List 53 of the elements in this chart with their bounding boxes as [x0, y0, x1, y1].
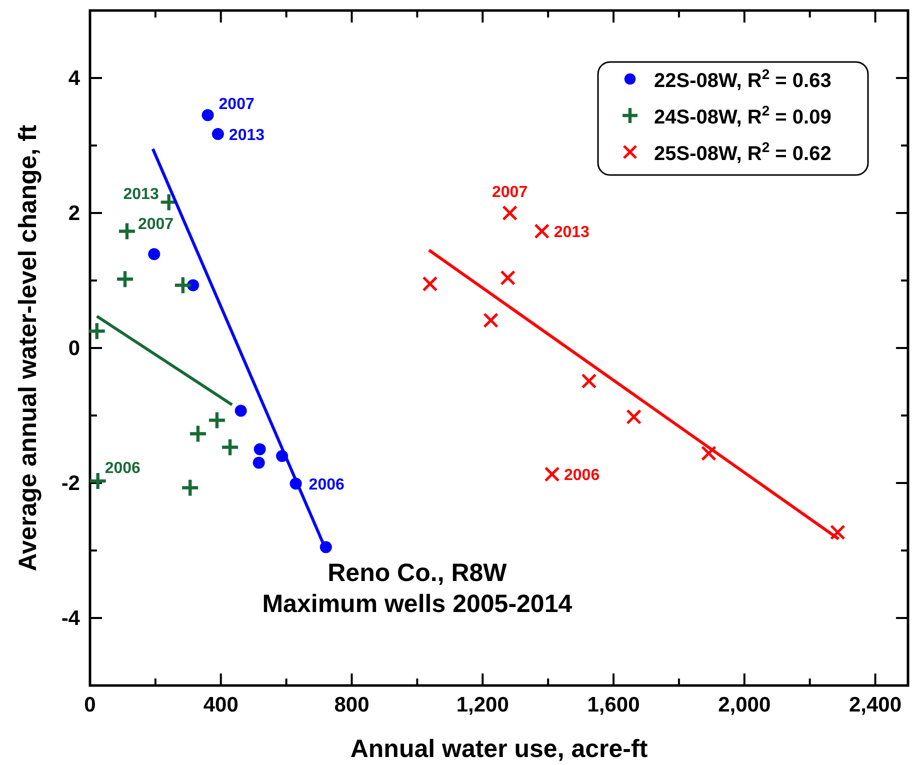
point	[173, 276, 193, 295]
point	[626, 409, 642, 425]
annotation: 2013	[123, 186, 159, 204]
x-tick-label: 1,200	[456, 694, 509, 716]
x-tick-label: 800	[334, 694, 370, 716]
annotation: 2013	[554, 224, 590, 242]
point	[254, 443, 266, 456]
annotation: 2006	[308, 476, 345, 494]
annotation: Maximum wells 2005-2014	[262, 590, 572, 618]
point	[180, 478, 200, 498]
annotation: 2013	[228, 127, 265, 144]
point	[701, 446, 716, 461]
point	[148, 248, 160, 260]
point	[117, 222, 137, 241]
x-tick-label: 2,400	[849, 694, 902, 716]
point	[252, 456, 265, 469]
x-tick-label: 1,600	[587, 694, 640, 716]
x-tick-label: 400	[203, 694, 238, 716]
y-tick-label: 2	[68, 202, 80, 225]
annotation: 2007	[492, 184, 528, 201]
point	[544, 466, 560, 482]
legend-label: 25S-08W, R$^{2}$ = 0.62	[654, 139, 832, 165]
y-tick-label: -2	[61, 472, 80, 495]
point	[202, 109, 214, 122]
y-axis-title: Average annual water-level change, ft	[14, 124, 42, 572]
y-tick-label: 0	[68, 337, 80, 360]
x-tick-label: 2,000	[718, 694, 771, 716]
y-tick-label: 4	[68, 67, 80, 90]
annotation: 2007	[138, 216, 174, 234]
point	[830, 524, 846, 540]
point	[422, 276, 438, 292]
x-axis-title: Annual water use, acre-ft	[350, 735, 648, 763]
point	[220, 438, 240, 457]
annotation: 2006	[104, 460, 141, 477]
x-tick-label: 0	[84, 694, 96, 716]
y-tick-label: -4	[61, 607, 80, 630]
point	[212, 128, 224, 140]
annotation: Reno Co., R8W	[328, 558, 508, 587]
point	[115, 270, 135, 289]
point	[234, 404, 247, 417]
point	[534, 224, 550, 239]
point	[188, 424, 208, 444]
annotation: 2007	[218, 96, 254, 114]
point	[483, 312, 499, 328]
annotation: 2006	[564, 467, 600, 484]
point	[581, 373, 597, 389]
point	[87, 322, 106, 341]
legend-label: 24S-08W, R$^{2}$ = 0.09	[654, 102, 832, 128]
point	[500, 270, 516, 286]
legend-label: 22S-08W, R$^{2}$ = 0.63	[654, 66, 832, 92]
point	[88, 471, 108, 491]
point	[207, 410, 227, 430]
point	[502, 205, 518, 221]
